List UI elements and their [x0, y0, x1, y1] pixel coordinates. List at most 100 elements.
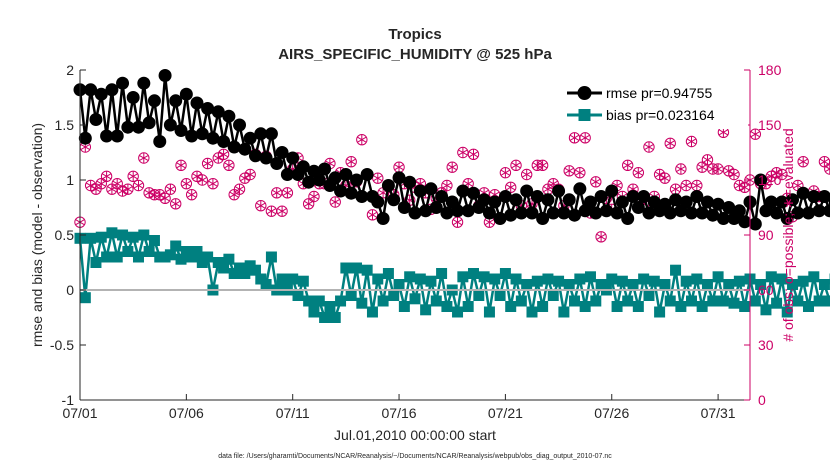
rmse-point: [381, 179, 395, 192]
bias-point: [547, 290, 559, 301]
rmse-point: [626, 190, 640, 203]
y-tick-label: 2: [66, 62, 74, 78]
obs-evaluated-marker: [245, 169, 255, 180]
bias-point: [707, 295, 719, 307]
rmse-point: [392, 171, 406, 185]
rmse-point: [408, 206, 422, 220]
rmse-point: [131, 120, 145, 134]
bias-point: [622, 295, 634, 307]
rmse-point: [817, 190, 830, 203]
bias-point: [265, 251, 277, 263]
bias-point: [797, 275, 809, 287]
y2-tick-label: 60: [758, 282, 774, 298]
obs-evaluated-marker: [537, 160, 548, 171]
bias-point: [563, 279, 575, 290]
rmse-point: [732, 204, 746, 218]
obs-evaluated-marker: [197, 174, 208, 186]
rmse-point: [530, 190, 544, 203]
y2-tick-label: 90: [758, 227, 774, 243]
obs-evaluated-marker: [139, 152, 149, 164]
rmse-point: [642, 206, 656, 220]
axes: [79, 69, 751, 401]
bias-point: [101, 251, 113, 263]
rmse-point: [424, 182, 438, 196]
obs-evaluated-marker: [681, 180, 691, 191]
rmse-point: [158, 69, 172, 82]
bias-point: [755, 279, 767, 290]
rmse-point: [355, 190, 369, 203]
obs-evaluated-marker: [442, 180, 452, 191]
bias-point: [792, 295, 804, 307]
bias-point: [223, 253, 235, 265]
rmse-point: [775, 195, 789, 209]
obs-evaluated-marker: [819, 156, 830, 167]
rmse-point: [312, 173, 326, 187]
obs-evaluated-marker: [564, 165, 574, 176]
bias-point: [590, 295, 602, 307]
rmse-point: [264, 127, 278, 141]
obs-evaluated-marker: [633, 167, 644, 178]
rmse-point: [738, 215, 752, 229]
rmse-point: [695, 206, 709, 220]
rmse-point: [552, 184, 566, 198]
bias-point: [632, 301, 644, 312]
x-tick-label: 07/16: [382, 405, 417, 421]
bias-point: [818, 279, 830, 290]
bias-point: [457, 271, 469, 283]
bias-point: [505, 301, 517, 312]
bias-point: [287, 273, 299, 285]
obs-evaluated-marker: [452, 217, 463, 228]
obs-evaluated-marker: [394, 162, 404, 173]
bias-point: [138, 229, 150, 241]
rmse-point: [568, 208, 582, 222]
legend-box: [560, 77, 748, 129]
rmse-point: [238, 142, 252, 156]
obs-evaluated-marker: [357, 134, 367, 145]
bias-point: [148, 235, 160, 246]
obs-evaluated-marker: [670, 184, 681, 195]
rmse-point: [280, 168, 294, 181]
bias-point: [776, 273, 788, 285]
rmse-point: [328, 171, 342, 185]
rmse-point: [706, 208, 720, 222]
bias-point: [558, 306, 570, 318]
rmse-point: [631, 201, 645, 214]
bias-point: [319, 312, 331, 323]
rmse-point: [371, 195, 385, 209]
x-tick-label: 07/11: [276, 405, 310, 421]
bias-point: [627, 279, 639, 290]
bias-point: [111, 251, 123, 263]
obs-evaluated-marker: [186, 189, 197, 200]
bias-point: [441, 301, 453, 312]
bias-point: [218, 262, 230, 274]
bias-point: [260, 279, 272, 290]
bias-point: [616, 275, 628, 287]
obs-evaluated-marker: [644, 141, 654, 153]
obs-evaluated-marker: [123, 184, 133, 195]
bias-point: [452, 306, 464, 318]
obs-evaluated-marker: [596, 231, 606, 242]
obs-evaluated-marker: [686, 136, 697, 147]
rmse-point: [195, 127, 209, 141]
bias-point: [802, 301, 814, 312]
bias-point: [638, 273, 650, 285]
obs-evaluated-marker: [739, 182, 750, 193]
bias-point: [361, 264, 373, 276]
rmse-point: [350, 173, 364, 187]
rmse-point: [201, 102, 215, 115]
rmse-point: [126, 91, 140, 104]
rmse-point: [621, 212, 635, 225]
bias-point: [499, 268, 511, 279]
rmse-point: [387, 193, 401, 207]
obs-evaluated-marker: [777, 169, 787, 180]
y-tick-label: -0.5: [50, 337, 74, 353]
bias-point: [643, 290, 655, 301]
obs-evaluated-marker: [505, 182, 516, 193]
rmse-point: [451, 204, 465, 218]
rmse-point: [286, 151, 300, 165]
rmse-point: [754, 173, 768, 187]
rmse-point: [536, 212, 550, 225]
obs-evaluated-marker: [107, 184, 117, 195]
legend-rmse-label: rmse pr=0.94755: [606, 85, 712, 101]
legend-rmse-marker: [577, 86, 592, 100]
